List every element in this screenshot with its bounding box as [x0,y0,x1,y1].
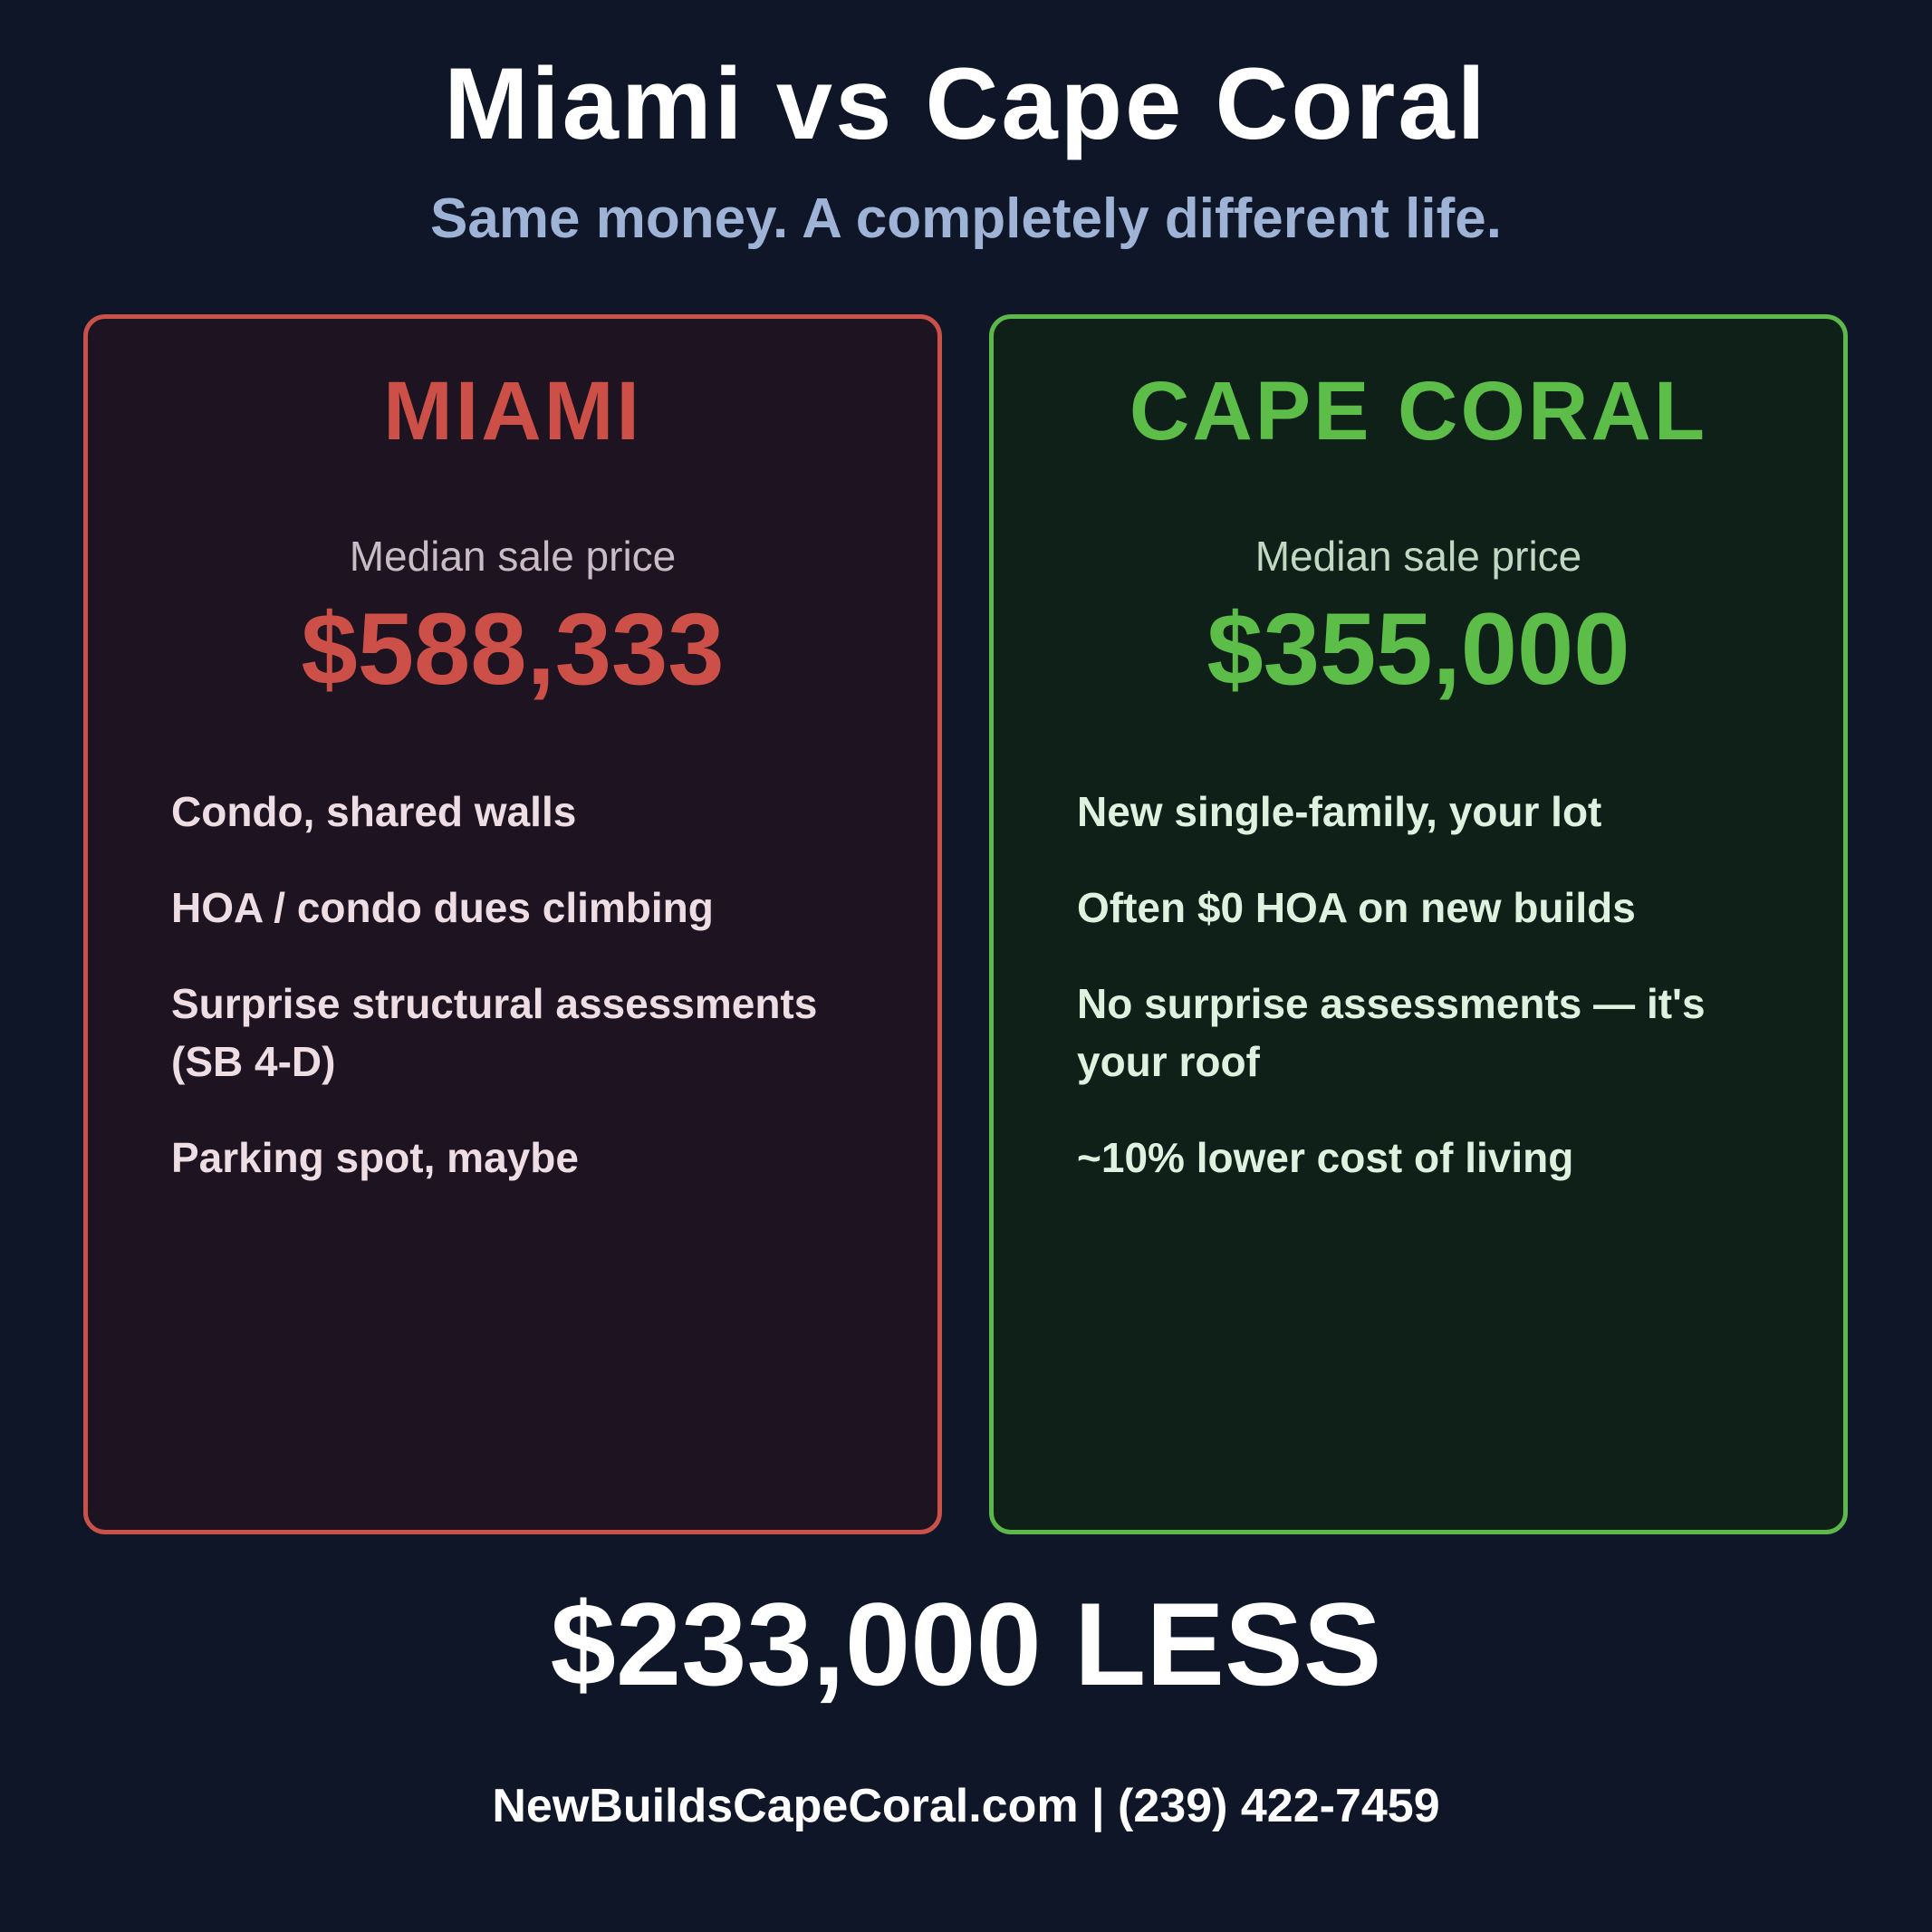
item: Often $0 HOA on new builds [1077,884,1636,931]
price-label: Median sale price [1254,533,1582,580]
title: Miami vs Cape Coral [444,47,1488,160]
item: Condo, shared walls [171,788,577,835]
price-label: Median sale price [349,533,677,580]
item-list: New single-family, your lot Often $0 HOA … [1077,783,1729,1225]
price: $355,000 [1206,592,1630,706]
item: ~10% lower cost of living [1077,1134,1574,1181]
panel-title: MIAMI [383,365,642,457]
cape-coral-panel: CAPE CORAL Median sale price $355,000 Ne… [989,314,1848,1534]
item: No surprise assessments — it's your roof [1077,980,1706,1085]
difference: $233,000 LESS [550,1578,1382,1710]
item: Parking spot, maybe [171,1134,579,1181]
item-list: Condo, shared walls HOA / condo dues clim… [171,783,823,1225]
price: $588,333 [301,592,725,706]
item: New single-family, your lot [1077,788,1602,835]
item: HOA / condo dues climbing [171,884,714,931]
item: Surprise structural assessments (SB 4-D) [171,980,818,1085]
contact: NewBuildsCapeCoral.com | (239) 422-7459 [492,1780,1440,1832]
panel-title: CAPE CORAL [1129,365,1708,457]
miami-panel: MIAMI Median sale price $588,333 Condo, … [83,314,942,1534]
subtitle: Same money. A completely different life. [430,187,1502,250]
